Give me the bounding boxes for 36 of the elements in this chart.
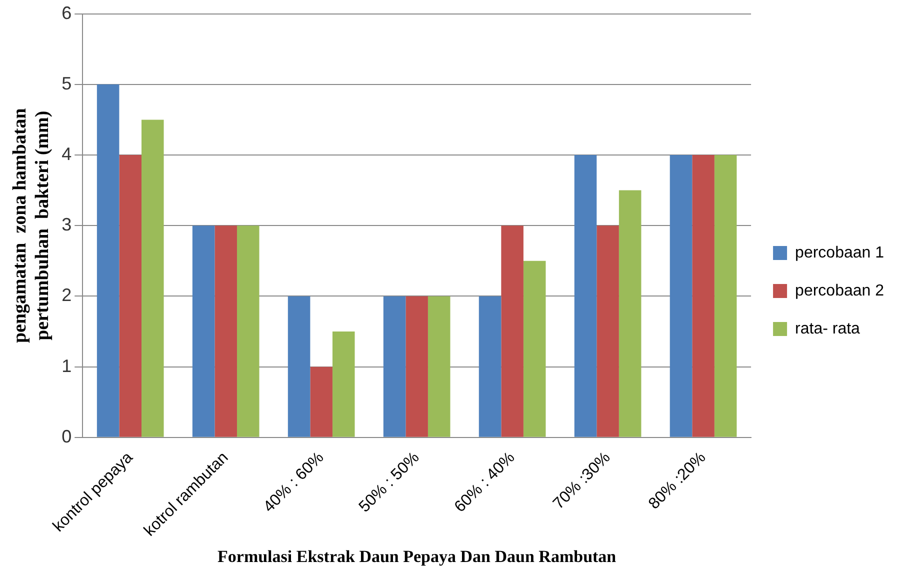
bar: [119, 155, 142, 437]
legend-label: percobaan 1: [795, 244, 884, 262]
bar: [501, 226, 524, 437]
x-axis-title: Formulasi Ekstrak Daun Pepaya Dan Daun Rambutan: [218, 547, 617, 566]
bar: [692, 155, 714, 437]
bar: [214, 226, 237, 437]
bar: [141, 120, 164, 437]
x-tick-label: 60% : 40%: [452, 449, 518, 516]
y-tick-label: 5: [62, 73, 72, 94]
legend-label: percobaan 2: [795, 282, 884, 300]
bar: [714, 155, 737, 437]
bar: [236, 226, 260, 437]
bar: [428, 296, 450, 437]
bar: [406, 296, 428, 437]
legend-label: rata- rata: [795, 320, 860, 338]
y-tick-label: 6: [62, 2, 72, 23]
bar: [288, 296, 310, 437]
y-tick-label: 0: [62, 426, 72, 446]
bar: [478, 296, 502, 437]
x-tick-label: 40% : 60%: [260, 449, 328, 516]
bar: [596, 226, 619, 437]
bar: [523, 260, 546, 437]
x-tick-label: 50% : 50%: [356, 449, 423, 516]
bar: [310, 366, 332, 437]
y-tick-label: 3: [62, 214, 72, 235]
bar: [96, 84, 120, 437]
bar: [192, 226, 215, 437]
y-tick-label: 4: [62, 144, 72, 164]
bar: [383, 296, 406, 437]
y-tick-label: 1: [62, 356, 72, 376]
y-axis-title: pengamatan zona hambatan pertumbuhan bakteri (mm): [9, 108, 54, 344]
y-tick-label: 2: [62, 285, 72, 306]
bar: [332, 332, 355, 437]
bar: [574, 155, 597, 437]
bar: [618, 190, 642, 437]
bar: [670, 155, 692, 437]
